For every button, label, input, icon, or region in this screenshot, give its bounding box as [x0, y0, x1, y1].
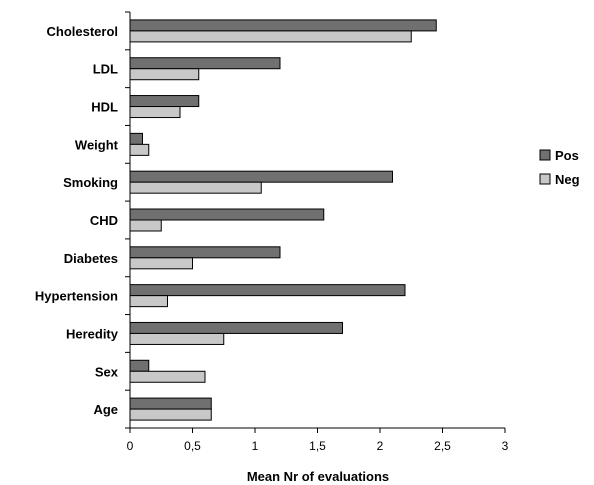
category-labels: Cholesterol LDL HDL Weight Smoking CHD Diabete… — [35, 24, 119, 417]
bar-pos — [129, 284, 406, 297]
bar-neg — [129, 370, 206, 383]
category-label: Smoking — [63, 175, 118, 190]
category-label: Heredity — [66, 326, 119, 341]
category-label: CHD — [90, 213, 118, 228]
bar-pos — [129, 57, 281, 70]
bar-pos — [129, 359, 150, 372]
x-tick-label: 2,5 — [434, 439, 451, 453]
bar-neg — [129, 30, 412, 43]
x-tick-label: 1 — [252, 439, 259, 453]
bar-neg — [129, 68, 200, 81]
bar-pos — [129, 132, 143, 145]
category-label: LDL — [93, 62, 118, 77]
legend: Pos Neg — [539, 148, 580, 187]
bar-pos — [129, 321, 343, 334]
legend-swatch-neg — [539, 173, 551, 185]
bar-neg — [129, 408, 212, 421]
x-tick-label: 0,5 — [184, 439, 201, 453]
category-label: Age — [93, 402, 118, 417]
x-tick-label: 2 — [377, 439, 384, 453]
bar-neg — [129, 219, 162, 232]
x-tick-label: 0 — [127, 439, 134, 453]
bar-pos — [129, 397, 212, 410]
category-label: Diabetes — [64, 251, 118, 266]
bar-neg — [129, 106, 181, 119]
bar-neg — [129, 295, 168, 308]
bar-pos — [129, 246, 281, 259]
x-tick-labels: 0 0,5 1 1,5 2 2,5 3 — [127, 439, 509, 453]
bar-neg — [129, 332, 225, 345]
bar-pos — [129, 19, 437, 32]
bar-pos — [129, 208, 325, 221]
axes — [125, 11, 506, 433]
bars-group — [129, 19, 437, 421]
category-label: Sex — [95, 364, 119, 379]
bar-neg — [129, 257, 193, 270]
legend-label-neg: Neg — [555, 172, 580, 187]
category-label: Cholesterol — [46, 24, 118, 39]
legend-label-pos: Pos — [555, 148, 579, 163]
category-label: HDL — [91, 100, 118, 115]
x-tick-label: 1,5 — [309, 439, 326, 453]
bar-pos — [129, 95, 200, 108]
category-label: Weight — [75, 137, 119, 152]
bar-pos — [129, 170, 393, 183]
legend-swatch-pos — [539, 149, 551, 161]
x-axis-title: Mean Nr of evaluations — [247, 469, 389, 484]
bar-neg — [129, 143, 150, 156]
bar-neg — [129, 181, 262, 194]
x-tick-label: 3 — [502, 439, 509, 453]
category-label: Hypertension — [35, 289, 118, 304]
